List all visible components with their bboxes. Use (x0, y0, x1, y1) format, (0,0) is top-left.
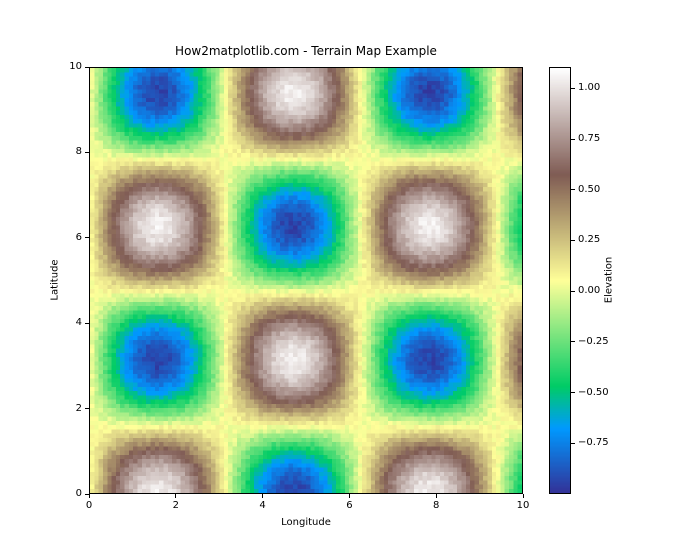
colorbar-tick-mark (571, 442, 575, 444)
colorbar-tick-label: 0.25 (578, 234, 601, 246)
colorbar-tick-mark (571, 341, 575, 343)
x-tick-label: 10 (516, 500, 530, 511)
y-tick-label: 4 (75, 317, 82, 329)
terrain-heatmap-canvas (90, 68, 522, 493)
colorbar-tick-label: −0.50 (578, 386, 609, 398)
colorbar (549, 67, 571, 494)
colorbar-tick-mark (571, 138, 575, 140)
colorbar-tick-label: 0.00 (578, 285, 601, 297)
x-tick-mark (522, 494, 524, 498)
colorbar-gradient-canvas (550, 68, 570, 493)
y-tick-label: 10 (69, 61, 82, 72)
x-tick-label: 2 (172, 500, 179, 511)
x-tick-label: 0 (85, 500, 93, 511)
chart-title: How2matplotlib.com - Terrain Map Example (175, 44, 437, 58)
x-tick-mark (88, 494, 90, 498)
x-tick-label: 8 (433, 500, 440, 511)
x-tick-label: 6 (346, 500, 353, 511)
colorbar-tick-label: 1.00 (578, 82, 601, 94)
heatmap-plot-area (89, 67, 523, 494)
y-tick-label: 6 (75, 231, 82, 243)
colorbar-tick-label: −0.75 (578, 437, 609, 449)
colorbar-tick-mark (571, 290, 575, 292)
x-tick-label: 4 (259, 500, 266, 511)
y-tick-mark (85, 237, 89, 239)
colorbar-tick-mark (571, 392, 575, 394)
y-tick-label: 0 (75, 488, 82, 499)
x-tick-mark (348, 494, 350, 498)
y-tick-mark (85, 151, 89, 153)
x-tick-mark (435, 494, 437, 498)
colorbar-tick-label: 0.75 (578, 133, 601, 144)
y-tick-mark (85, 66, 89, 68)
colorbar-tick-mark (571, 189, 575, 191)
y-axis-label: Latitude (49, 259, 61, 301)
y-tick-label: 8 (75, 146, 82, 158)
colorbar-tick-mark (571, 239, 575, 241)
x-axis-label: Longitude (281, 517, 331, 528)
colorbar-tick-label: 0.50 (578, 183, 601, 195)
colorbar-tick-mark (571, 87, 575, 89)
colorbar-label: Elevation (603, 256, 615, 304)
x-tick-mark (262, 494, 264, 498)
colorbar-tick-label: −0.25 (578, 335, 609, 347)
x-tick-mark (175, 494, 177, 498)
y-tick-mark (85, 408, 89, 410)
y-tick-mark (85, 322, 89, 324)
y-tick-label: 2 (75, 402, 82, 414)
y-tick-mark (85, 493, 89, 495)
